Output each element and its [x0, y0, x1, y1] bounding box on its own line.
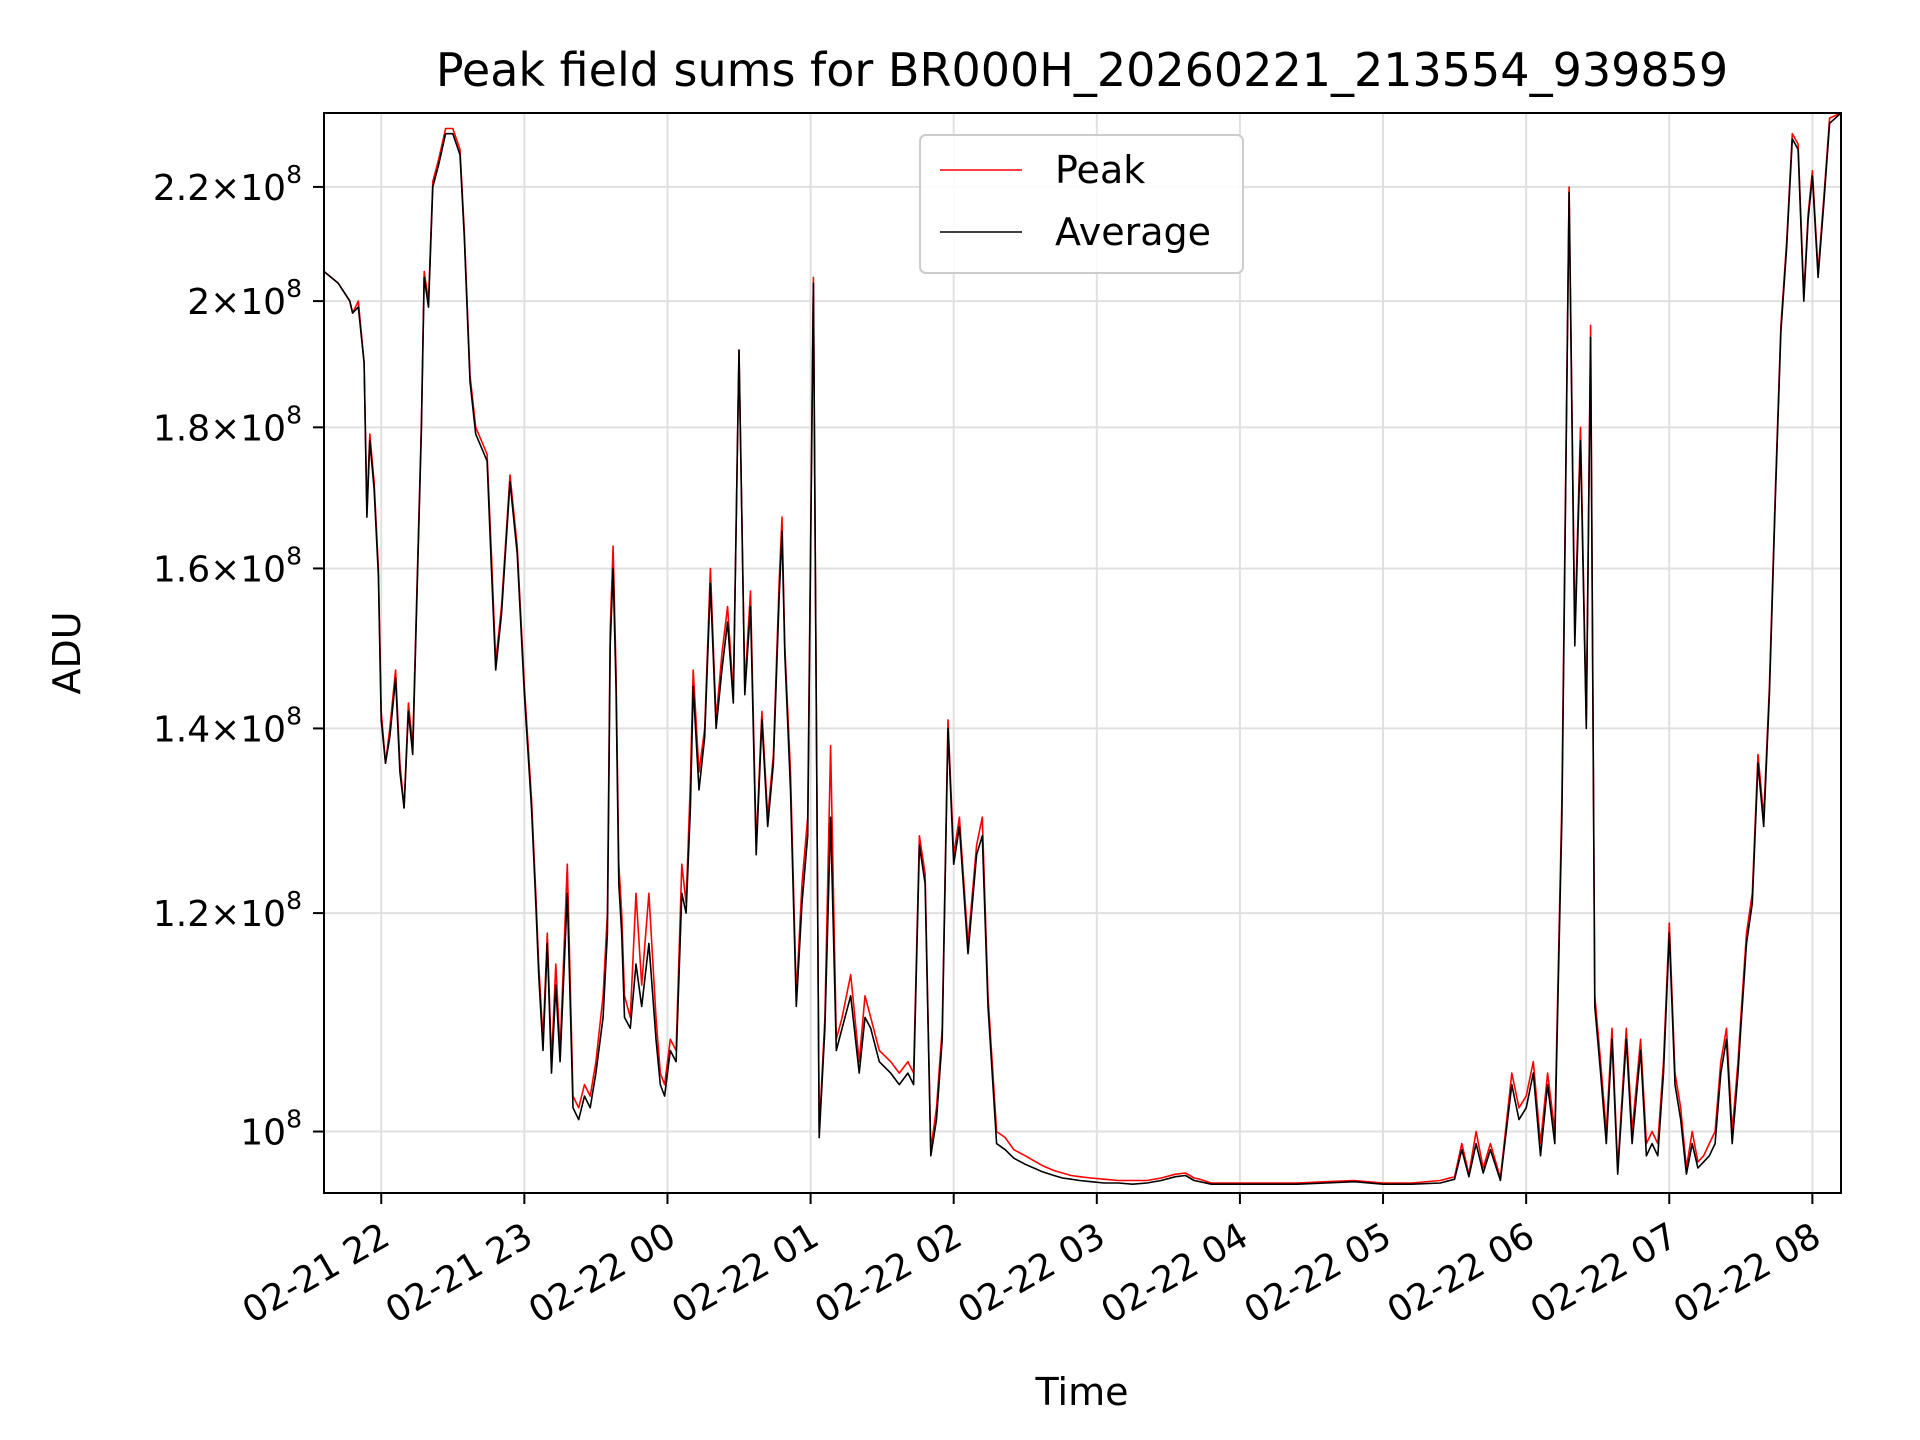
- y-tick-label: 2×108: [187, 274, 302, 323]
- series-line-average: [324, 113, 1841, 1185]
- grid: [324, 113, 1841, 1193]
- y-tick-label: 1.8×108: [153, 400, 302, 449]
- legend-label-average: Average: [1055, 210, 1211, 254]
- legend-label-peak: Peak: [1055, 148, 1145, 192]
- y-tick-label: 2.2×108: [153, 160, 302, 209]
- y-tick-label: 1.4×108: [153, 701, 302, 750]
- y-axis-label: ADU: [45, 611, 89, 694]
- chart-title: Peak field sums for BR000H_20260221_2135…: [436, 43, 1728, 97]
- legend: Peak Average: [919, 134, 1244, 274]
- y-axis: 108 1.2×108 1.4×108 1.6×108 1.8×108 2×108 2.2×…: [153, 160, 324, 1154]
- plot-frame: [323, 112, 1842, 1194]
- y-tick-label: 1.6×108: [153, 541, 302, 590]
- y-tick-label: 108: [240, 1105, 302, 1154]
- series-layer: [324, 113, 1841, 1185]
- x-axis-label: Time: [1035, 1370, 1129, 1414]
- y-tick-label: 1.2×108: [153, 886, 302, 935]
